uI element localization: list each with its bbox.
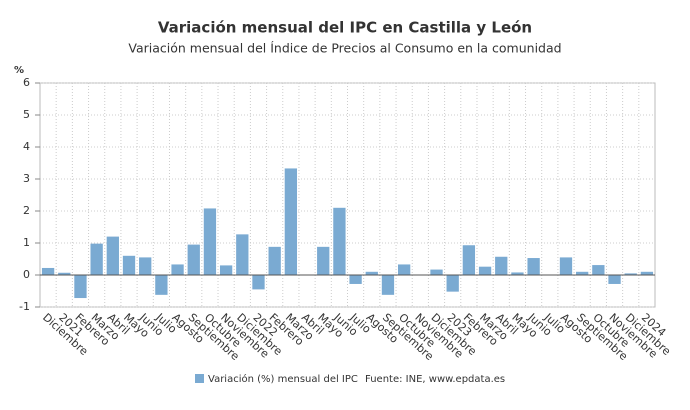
bar: [640, 271, 654, 275]
bar: [333, 207, 346, 275]
bar: [462, 245, 476, 275]
bar: [58, 272, 71, 275]
bar: [349, 275, 362, 284]
bar: [495, 256, 508, 275]
bar: [317, 246, 330, 275]
bar: [592, 265, 605, 275]
y-tick-label: 1: [23, 236, 30, 249]
y-tick-label: 4: [23, 140, 30, 153]
bar: [478, 266, 492, 275]
bar: [122, 255, 136, 275]
bar: [381, 275, 395, 295]
bar: [252, 275, 265, 290]
y-tick-label: 5: [23, 108, 30, 121]
bar: [559, 257, 573, 275]
bar: [511, 272, 524, 275]
y-unit: %: [14, 65, 24, 76]
bar: [397, 264, 411, 275]
bar: [171, 264, 184, 275]
bar: [576, 271, 589, 275]
bar: [203, 208, 217, 275]
chart-title: Variación mensual del IPC en Castilla y …: [158, 19, 532, 37]
legend-swatch: [195, 374, 204, 383]
bar: [608, 275, 621, 284]
bar: [446, 275, 459, 292]
bar: [624, 273, 637, 275]
bar: [268, 246, 281, 275]
source: Fuente: INE, www.epdata.es: [365, 374, 505, 385]
legend-label: Variación (%) mensual del IPC: [208, 373, 358, 385]
bar: [284, 168, 298, 275]
bar: [155, 275, 168, 295]
bar: [236, 234, 249, 275]
bar: [219, 265, 233, 275]
bar: [527, 258, 540, 275]
y-tick-label: 2: [23, 204, 30, 217]
y-tick-label: 6: [23, 76, 30, 89]
chart-subtitle: Variación mensual del Índice de Precios …: [128, 41, 561, 56]
bar: [90, 243, 103, 275]
bar: [430, 269, 443, 275]
bar: [187, 244, 200, 275]
bar: [139, 257, 152, 275]
bar: [365, 271, 378, 275]
bar: [41, 267, 55, 275]
bar: [106, 236, 119, 275]
bar: [74, 275, 87, 299]
y-tick-label: -1: [19, 300, 30, 313]
y-tick-label: 0: [23, 268, 30, 281]
y-tick-label: 3: [23, 172, 30, 185]
